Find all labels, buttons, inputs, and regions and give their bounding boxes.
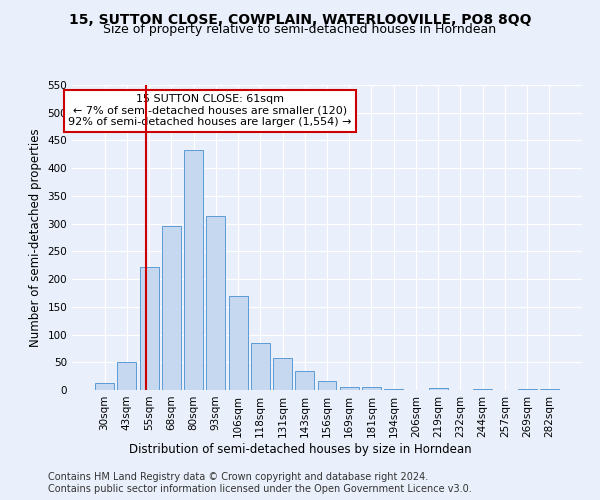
Text: Size of property relative to semi-detached houses in Horndean: Size of property relative to semi-detach… [103, 22, 497, 36]
Bar [206, 216, 225, 390]
Text: Contains HM Land Registry data © Crown copyright and database right 2024.: Contains HM Land Registry data © Crown c… [48, 472, 428, 482]
Bar [362, 387, 381, 390]
Bar [273, 358, 292, 390]
Bar [140, 267, 158, 390]
Text: 15 SUTTON CLOSE: 61sqm
← 7% of semi-detached houses are smaller (120)
92% of sem: 15 SUTTON CLOSE: 61sqm ← 7% of semi-deta… [68, 94, 352, 128]
Bar [162, 226, 181, 390]
Bar [295, 370, 314, 390]
Bar [340, 386, 359, 390]
Text: Distribution of semi-detached houses by size in Horndean: Distribution of semi-detached houses by … [128, 442, 472, 456]
Bar [229, 296, 248, 390]
Bar [118, 362, 136, 390]
Bar [317, 380, 337, 390]
Bar [95, 383, 114, 390]
Bar [184, 150, 203, 390]
Bar [251, 343, 270, 390]
Text: 15, SUTTON CLOSE, COWPLAIN, WATERLOOVILLE, PO8 8QQ: 15, SUTTON CLOSE, COWPLAIN, WATERLOOVILL… [69, 12, 531, 26]
Bar [429, 388, 448, 390]
Y-axis label: Number of semi-detached properties: Number of semi-detached properties [29, 128, 42, 347]
Text: Contains public sector information licensed under the Open Government Licence v3: Contains public sector information licen… [48, 484, 472, 494]
